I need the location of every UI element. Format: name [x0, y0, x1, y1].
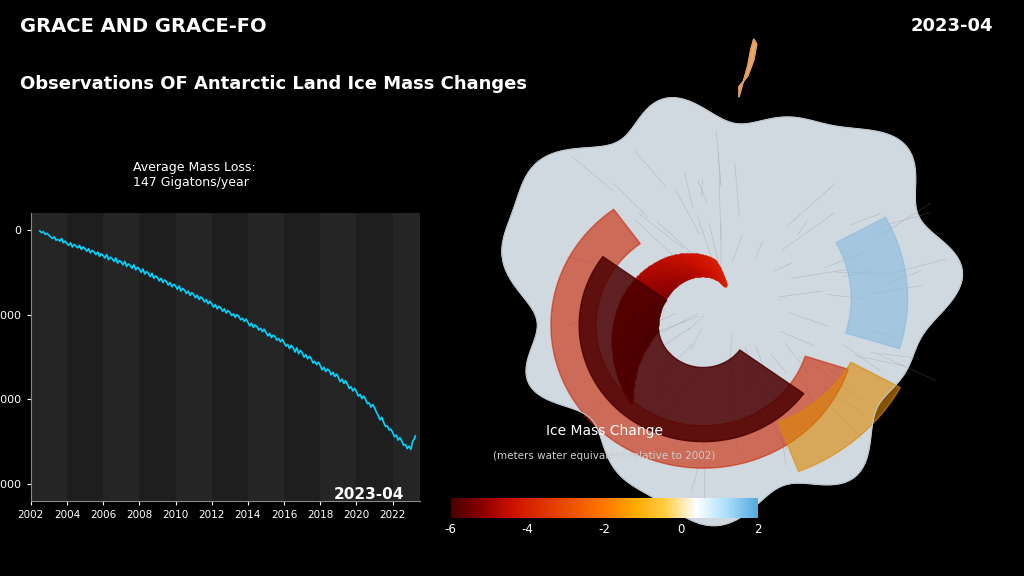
Text: 2023-04: 2023-04: [910, 17, 993, 35]
Bar: [175, 213, 212, 501]
Polygon shape: [778, 362, 900, 472]
Text: (meters water equivalent relative to 2002): (meters water equivalent relative to 200…: [493, 451, 716, 461]
Bar: [248, 213, 284, 501]
Text: GRACE AND GRACE-FO: GRACE AND GRACE-FO: [20, 17, 267, 36]
Polygon shape: [430, 33, 1024, 563]
Polygon shape: [739, 39, 757, 97]
Text: Observations OF Antarctic Land Ice Mass Changes: Observations OF Antarctic Land Ice Mass …: [20, 75, 527, 93]
Polygon shape: [551, 209, 848, 468]
Text: 2023-04: 2023-04: [334, 487, 403, 502]
Bar: [392, 213, 429, 501]
PathPatch shape: [502, 97, 963, 526]
Bar: [139, 213, 175, 501]
Bar: [31, 213, 67, 501]
Bar: [103, 213, 139, 501]
Polygon shape: [580, 256, 804, 442]
Bar: [212, 213, 248, 501]
Bar: [321, 213, 356, 501]
Polygon shape: [836, 217, 907, 348]
Bar: [356, 213, 392, 501]
Bar: [284, 213, 321, 501]
Text: Ice Mass Change: Ice Mass Change: [546, 424, 663, 438]
Text: Average Mass Loss:
147 Gigatons/year: Average Mass Loss: 147 Gigatons/year: [133, 161, 256, 190]
Polygon shape: [739, 39, 757, 97]
Bar: [67, 213, 103, 501]
